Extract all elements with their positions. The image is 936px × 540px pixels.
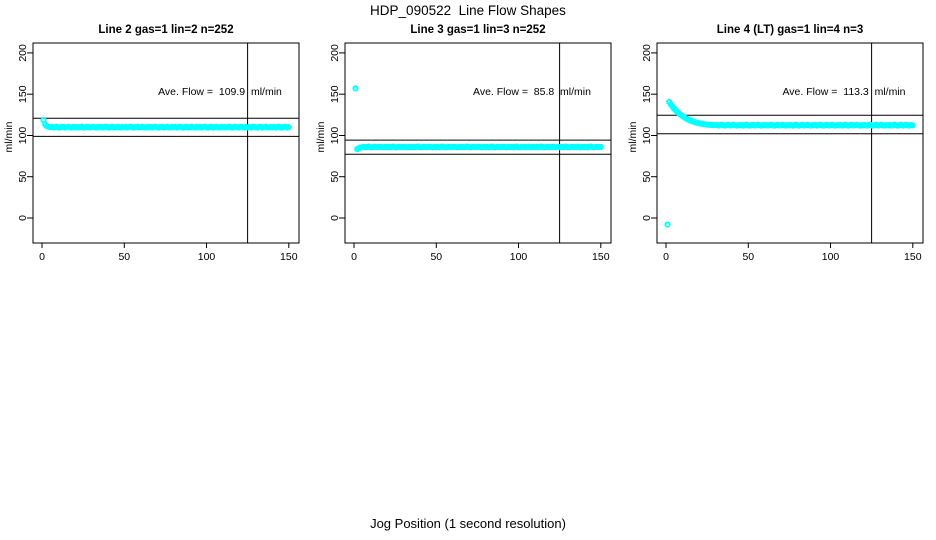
panel-line4-title: Line 4 (LT) gas=1 lin=4 n=3 bbox=[716, 24, 864, 36]
y-axis-tick-label: 100 bbox=[17, 127, 29, 145]
data-points bbox=[40, 117, 292, 131]
x-axis-tick-label: 150 bbox=[904, 251, 922, 263]
panel-line3-title: Line 3 gas=1 lin=3 n=252 bbox=[410, 24, 546, 36]
y-axis-tick-label: 200 bbox=[17, 44, 29, 62]
y-axis-tick-label: 0 bbox=[329, 215, 341, 221]
plot-area-line4: 0 50 100 150 200 ml/min 0 50 100 150 bbox=[627, 42, 924, 263]
ave-flow-annotation-line2: Ave. Flow = 109.9 ml/min bbox=[158, 86, 282, 98]
plot-area-line2: 0 50 100 150 200 ml/min 0 50 100 150 bbox=[3, 42, 300, 263]
y-axis-tick-label: 50 bbox=[329, 171, 341, 183]
data-points bbox=[352, 85, 604, 153]
y-axis-tick-label: 100 bbox=[641, 127, 653, 145]
x-axis-tick-label: 100 bbox=[510, 251, 528, 263]
outlier-point bbox=[664, 221, 671, 228]
data-points bbox=[664, 98, 916, 228]
y-axis-tick-label: 150 bbox=[329, 85, 341, 103]
y-axis-tick-label: 200 bbox=[641, 44, 653, 62]
x-axis-tick-label: 50 bbox=[118, 251, 130, 263]
y-axis-tick-label: 0 bbox=[641, 215, 653, 221]
y-axis-tick-label: 150 bbox=[641, 85, 653, 103]
y-axis-tick-label: 150 bbox=[17, 85, 29, 103]
x-axis-tick-label: 150 bbox=[592, 251, 610, 263]
y-axis-tick-label: 50 bbox=[641, 171, 653, 183]
panel-line2-title: Line 2 gas=1 lin=2 n=252 bbox=[98, 24, 234, 36]
x-axis-tick-label: 50 bbox=[430, 251, 442, 263]
y-axis-title: ml/min bbox=[627, 121, 639, 152]
y-axis-tick-label: 200 bbox=[329, 44, 341, 62]
outlier-point bbox=[352, 85, 359, 92]
x-axis-tick-label: 50 bbox=[742, 251, 754, 263]
x-axis-tick-label: 100 bbox=[198, 251, 216, 263]
panel-line3: Line 3 gas=1 lin=3 n=252 0 50 100 150 200 ml/… bbox=[312, 22, 624, 282]
panel-line4: Line 4 (LT) gas=1 lin=4 n=3 0 50 100 150 200… bbox=[624, 22, 936, 282]
page-title: HDP_090522 Line Flow Shapes bbox=[370, 3, 566, 18]
plot-area-line3: 0 50 100 150 200 ml/min 0 50 100 150 bbox=[315, 42, 612, 263]
y-axis-tick-label: 100 bbox=[329, 127, 341, 145]
y-axis-title: ml/min bbox=[3, 121, 15, 152]
plot-box bbox=[656, 42, 924, 244]
x-axis-tick-label: 0 bbox=[663, 251, 669, 263]
x-axis-tick-label: 0 bbox=[351, 251, 357, 263]
plot-box bbox=[32, 42, 300, 244]
y-axis-tick-label: 50 bbox=[17, 171, 29, 183]
ave-flow-annotation-line3: Ave. Flow = 85.8 ml/min bbox=[473, 86, 591, 98]
y-axis-tick-label: 0 bbox=[17, 215, 29, 221]
ave-flow-annotation-line4: Ave. Flow = 113.3 ml/min bbox=[782, 86, 906, 98]
x-axis-tick-label: 0 bbox=[39, 251, 45, 263]
x-axis-tick-label: 150 bbox=[280, 251, 298, 263]
x-axis-title: Jog Position (1 second resolution) bbox=[370, 516, 566, 531]
panel-line2: Line 2 gas=1 lin=2 n=252 0 50 100 150 200 ml/… bbox=[0, 22, 312, 282]
y-axis-title: ml/min bbox=[315, 121, 327, 152]
panels-row: Line 2 gas=1 lin=2 n=252 0 50 100 150 200 ml/… bbox=[0, 22, 936, 282]
plot-box bbox=[344, 42, 612, 244]
x-axis-tick-label: 100 bbox=[822, 251, 840, 263]
